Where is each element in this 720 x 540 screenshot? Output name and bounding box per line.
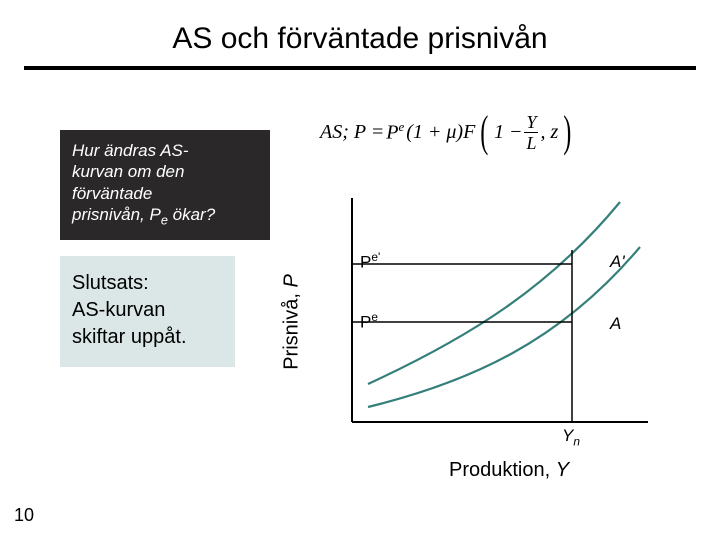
eq-mid: (1 + μ)F — [406, 121, 475, 144]
label-a-lower: A — [610, 314, 621, 334]
as-chart: Pe' Pe A' A Yn Prisnivå, P Produktion, Y — [310, 192, 660, 452]
x-axis-label: Produktion, Y — [449, 459, 569, 482]
label-pe-upper: Pe' — [360, 250, 380, 273]
question-box: Hur ändras AS-kurvan om denförväntadepri… — [60, 130, 270, 240]
slide-title: AS och förväntade prisnivån — [0, 0, 720, 66]
page-number: 10 — [14, 505, 34, 526]
as-curve-lower — [368, 247, 640, 407]
eq-lparen: ( — [481, 110, 489, 154]
conclusion-box: Slutsats:AS-kurvanskiftar uppåt. — [60, 256, 235, 367]
eq-pe: Pe — [386, 119, 404, 145]
as-curve-upper — [368, 202, 620, 384]
y-axis-label: Prisnivå, P — [281, 274, 304, 370]
eq-comma-z: , z — [540, 121, 558, 144]
eq-fraction: Y L — [524, 113, 538, 152]
label-yn: Yn — [562, 426, 580, 448]
as-equation: AS; P = Pe (1 + μ)F ( 1 − Y L , z ) — [320, 110, 575, 154]
eq-lhs: AS; P = — [320, 121, 384, 144]
eq-rparen: ) — [564, 110, 572, 154]
title-underline — [24, 66, 696, 70]
label-a-upper: A' — [610, 252, 625, 272]
label-pe-lower: Pe — [360, 310, 378, 333]
eq-one-minus: 1 − — [494, 121, 523, 144]
